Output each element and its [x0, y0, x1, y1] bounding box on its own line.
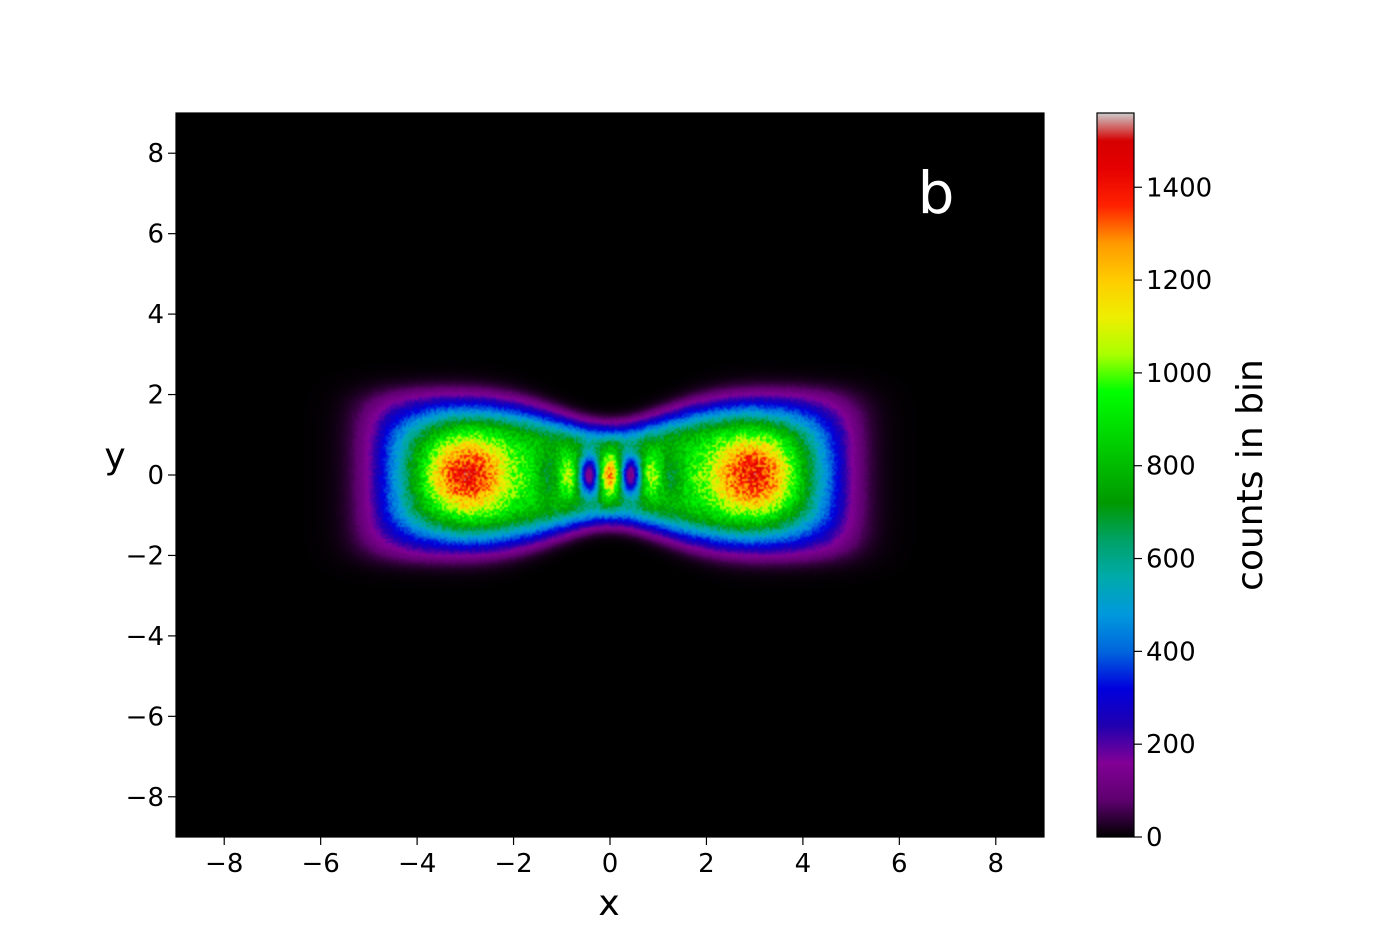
plot-area — [175, 112, 1045, 838]
x-tick-label: −6 — [302, 849, 340, 879]
y-tick-label: 6 — [147, 220, 164, 250]
y-axis-label: y — [104, 436, 125, 477]
y-tick-label: −8 — [126, 783, 164, 813]
y-tick-label: −6 — [126, 702, 164, 732]
colorbar-ticks: 0 200 400 600 800 1000 1200 1400 — [1134, 173, 1212, 853]
y-tick-label: −2 — [126, 541, 164, 571]
x-tick-label: 8 — [988, 849, 1005, 879]
y-tick-label: 8 — [147, 139, 164, 169]
colorbar-fill — [1097, 113, 1134, 837]
colorbar-tick-label: 1000 — [1146, 359, 1212, 389]
x-tick-label: −8 — [205, 849, 243, 879]
colorbar-tick-label: 200 — [1146, 730, 1196, 760]
colorbar-tick-label: 600 — [1146, 545, 1196, 575]
colorbar-label: counts in bin — [1230, 359, 1271, 591]
x-tick-label: 0 — [602, 849, 619, 879]
y-tick-label: 2 — [147, 381, 164, 411]
heatmap-image — [176, 113, 1044, 837]
colorbar-tick-label: 0 — [1146, 823, 1163, 853]
colorbar-tick-label: 1200 — [1146, 266, 1212, 296]
x-tick-label: 2 — [698, 849, 715, 879]
x-tick-label: 4 — [795, 849, 812, 879]
x-tick-label: −2 — [494, 849, 532, 879]
x-tick-label: −4 — [398, 849, 436, 879]
colorbar: 0 200 400 600 800 1000 1200 1400 counts in bin — [1096, 112, 1271, 853]
x-axis: −8 −6 −4 −2 0 2 4 6 8 — [205, 837, 1004, 879]
y-tick-label: −4 — [126, 622, 164, 652]
panel-label: b — [918, 159, 955, 227]
y-axis: −8 −6 −4 −2 0 2 4 6 8 — [126, 139, 176, 813]
colorbar-tick-label: 400 — [1146, 637, 1196, 667]
colorbar-tick-label: 800 — [1146, 452, 1196, 482]
x-tick-label: 6 — [891, 849, 908, 879]
x-axis-label: x — [598, 883, 619, 924]
colorbar-tick-label: 1400 — [1146, 173, 1212, 203]
y-tick-label: 4 — [147, 300, 164, 330]
y-tick-label: 0 — [147, 461, 164, 491]
colorbar-frame — [1096, 112, 1135, 838]
